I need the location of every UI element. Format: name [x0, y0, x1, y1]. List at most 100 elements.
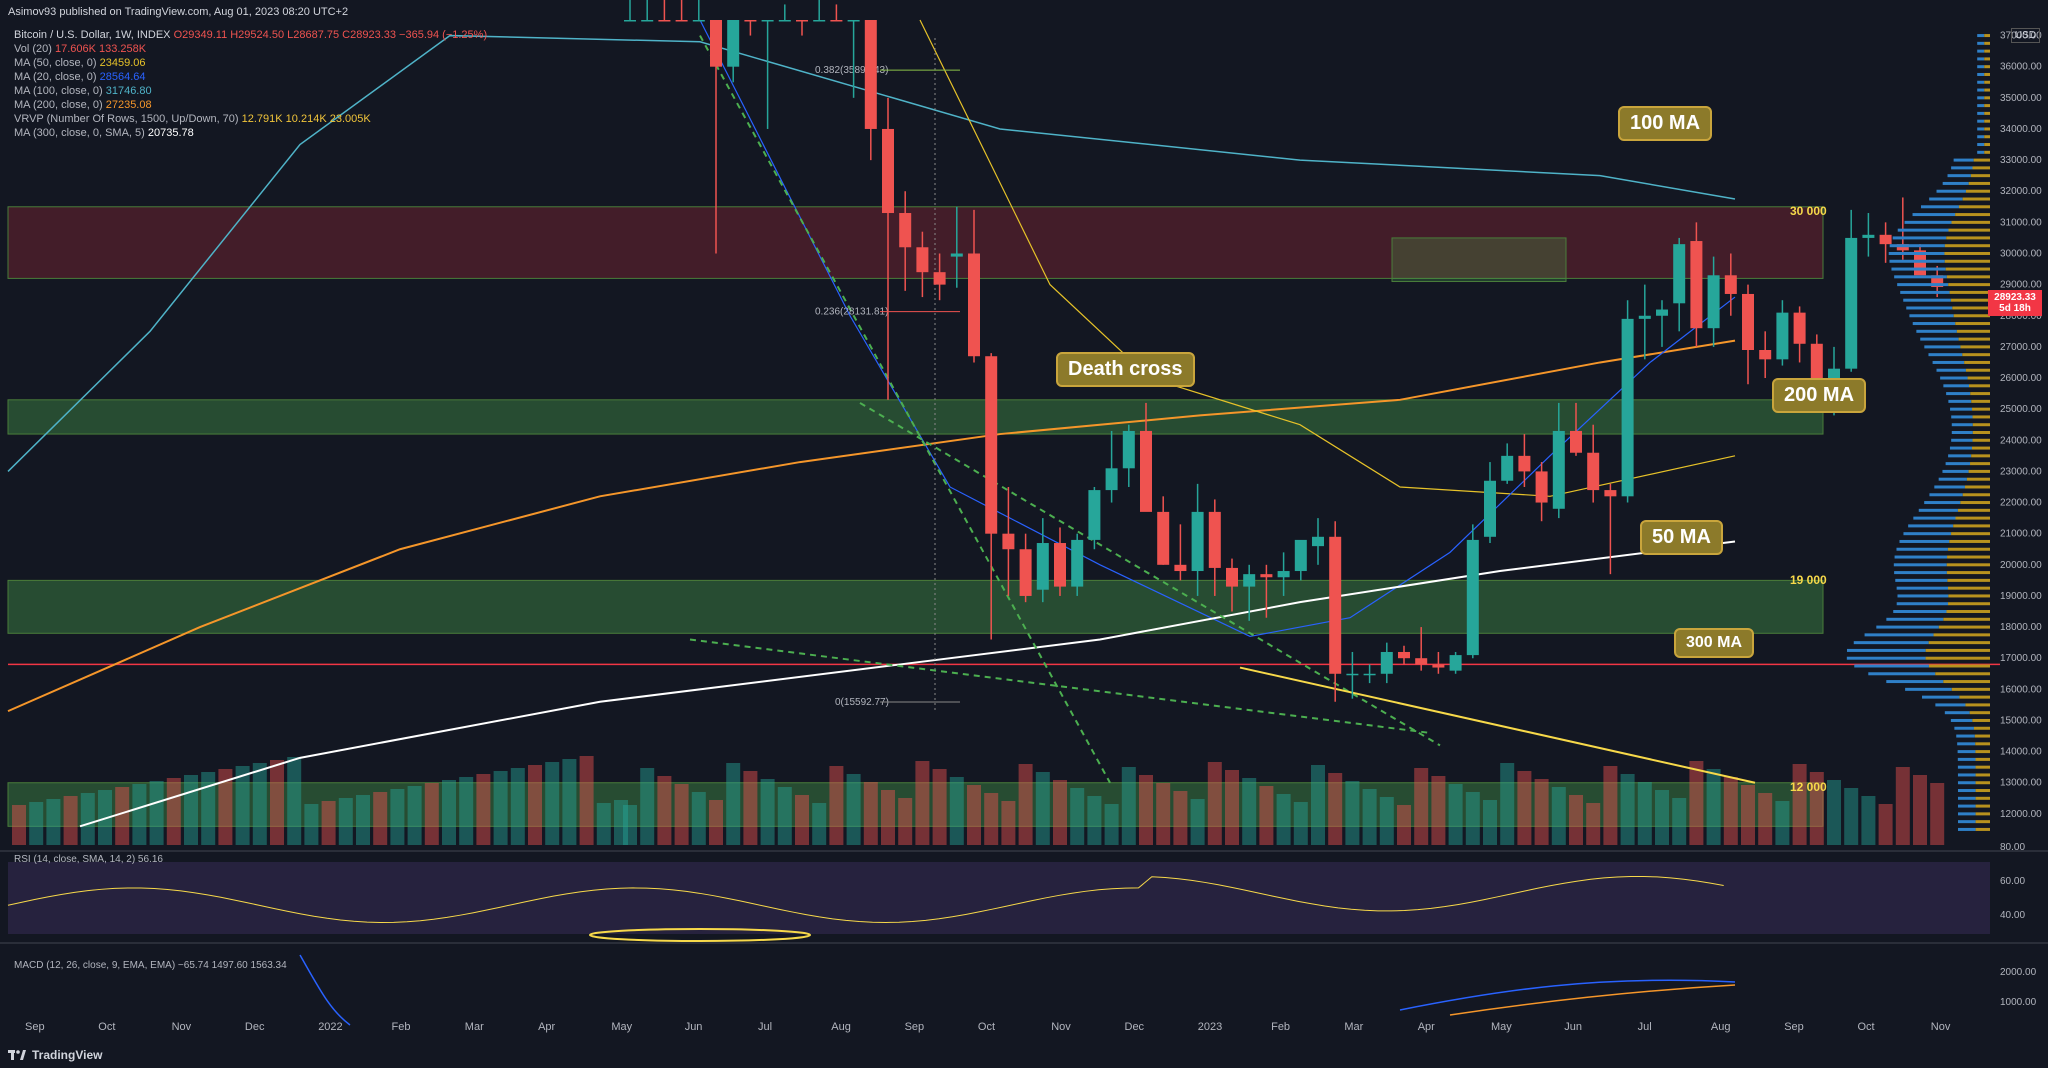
vrvp-up-bar [1946, 392, 1971, 396]
ma200-line [7, 339, 1736, 713]
vrvp-down-bar [1964, 360, 1990, 364]
volume-bar [510, 768, 525, 845]
fib-level-label: 0(15592.77) [835, 697, 889, 708]
volume-bar [932, 769, 947, 845]
volume-bar [1018, 764, 1033, 845]
volume-bar [1156, 783, 1171, 845]
volume-bar [390, 789, 405, 845]
volume-bar [1431, 776, 1446, 845]
y-tick-label: 16000.00 [2000, 684, 2042, 695]
vrvp-up-bar [1945, 462, 1971, 466]
candle-body [1862, 234, 1875, 238]
vrvp-down-bar [1938, 625, 1990, 629]
volume-bar [1913, 775, 1927, 845]
candle-body [1243, 574, 1256, 587]
vrvp-up-bar [1950, 718, 1973, 722]
volume-bar [846, 774, 861, 845]
level-30000-label: 30 000 [1790, 204, 1827, 218]
volume-bar [1414, 768, 1429, 845]
y-tick-label: 18000.00 [2000, 622, 2042, 633]
y-tick-label: 26000.00 [2000, 373, 2042, 384]
vrvp-up-bar [1891, 267, 1946, 271]
candle-body [933, 272, 946, 285]
volume-bar [1483, 800, 1497, 845]
legend-symbol[interactable]: Bitcoin / U.S. Dollar, 1W, INDEX O29349.… [14, 29, 488, 41]
x-tick-label: Nov [172, 1021, 192, 1033]
volume-bar [1104, 804, 1119, 845]
vrvp-up-bar [1896, 602, 1949, 606]
volume-bar [1293, 802, 1308, 845]
volume-bar [1225, 770, 1239, 845]
volume-bar [528, 765, 542, 845]
vrvp-down-bar [1971, 454, 1990, 458]
vrvp-down-bar [1947, 555, 1990, 559]
candle-body [1484, 480, 1496, 537]
volume-bar [1207, 762, 1222, 845]
footer-brand[interactable]: TradingView [8, 1048, 102, 1062]
volume-bar [1001, 801, 1016, 845]
y-tick-label: 12000.00 [2000, 809, 2042, 820]
vrvp-down-bar [1953, 314, 1990, 318]
x-tick-label: Nov [1931, 1021, 1951, 1033]
candle-body [830, 20, 843, 22]
vrvp-down-bar [1972, 166, 1990, 170]
legend-ma100[interactable]: MA (100, close, 0) 31746.80 [14, 85, 152, 97]
x-tick-label: Aug [1711, 1021, 1731, 1033]
y-tick-label: 35000.00 [2000, 93, 2042, 104]
volume-bar [967, 785, 981, 845]
vrvp-up-bar [1888, 251, 1945, 255]
macd-label: MACD (12, 26, close, 9, EMA, EMA) −65.74… [14, 960, 287, 971]
vrvp-down-bar [1971, 446, 1990, 450]
vrvp-down-bar [1984, 96, 1990, 100]
volume-bar [1517, 771, 1532, 845]
volume-bar [562, 759, 577, 845]
vrvp-down-bar [1970, 392, 1990, 396]
y-tick-label: 37000.00 [2000, 31, 2042, 42]
candle-body [1415, 658, 1428, 665]
legend-volume[interactable]: Vol (20) 17.606K 133.258K [14, 43, 147, 55]
candle-body [1157, 511, 1170, 565]
legend-ma300[interactable]: MA (300, close, 0, SMA, 5) 20735.78 [14, 127, 194, 139]
vrvp-up-bar [1896, 547, 1948, 551]
x-tick-label: Jun [1564, 1021, 1582, 1033]
volume-bar [80, 793, 95, 845]
vrvp-down-bar [1972, 438, 1990, 442]
vrvp-up-bar [1894, 571, 1947, 575]
vrvp-up-bar [1957, 742, 1976, 746]
volume-bar [1121, 767, 1136, 845]
candle-body [778, 20, 791, 22]
ma100-annotation: 100 MA [1618, 106, 1713, 141]
vrvp-up-bar [1950, 407, 1973, 411]
volume-bar [1758, 793, 1773, 845]
fib-level-label: 0.382(35891.43) [815, 65, 888, 76]
legend-ma20[interactable]: MA (20, close, 0) 28564.64 [14, 71, 146, 83]
currency-label[interactable]: USD [2010, 28, 2040, 43]
trendline-dashed [859, 402, 1441, 747]
ma100-line [7, 34, 1736, 472]
candle-body [1604, 490, 1617, 497]
rsi-tick-label: 80.00 [2000, 842, 2025, 853]
volume-bar [218, 769, 233, 845]
volume-bar [1844, 788, 1859, 845]
candle-body [1879, 234, 1892, 245]
candle-body [1707, 275, 1720, 329]
vrvp-up-bar [1908, 524, 1954, 528]
y-tick-label: 14000.00 [2000, 747, 2042, 758]
vrvp-down-bar [1965, 189, 1990, 193]
volume-bar [829, 766, 844, 845]
candle-body [727, 20, 740, 67]
vrvp-up-bar [1912, 213, 1956, 217]
legend-vrvp[interactable]: VRVP (Number Of Rows, 1500, Up/Down, 70)… [14, 113, 371, 125]
vrvp-up-bar [1894, 275, 1947, 279]
volume-bar [321, 801, 336, 845]
y-tick-label: 24000.00 [2000, 435, 2042, 446]
vrvp-down-bar [1948, 283, 1990, 287]
legend-ma200[interactable]: MA (200, close, 0) 27235.08 [14, 99, 152, 111]
vrvp-down-bar [1975, 789, 1990, 793]
volume-bar [1053, 780, 1067, 845]
candle-body [899, 213, 912, 248]
rsi-oversold-marker [589, 928, 811, 942]
vrvp-up-bar [1957, 773, 1976, 777]
legend-ma50[interactable]: MA (50, close, 0) 23459.06 [14, 57, 146, 69]
